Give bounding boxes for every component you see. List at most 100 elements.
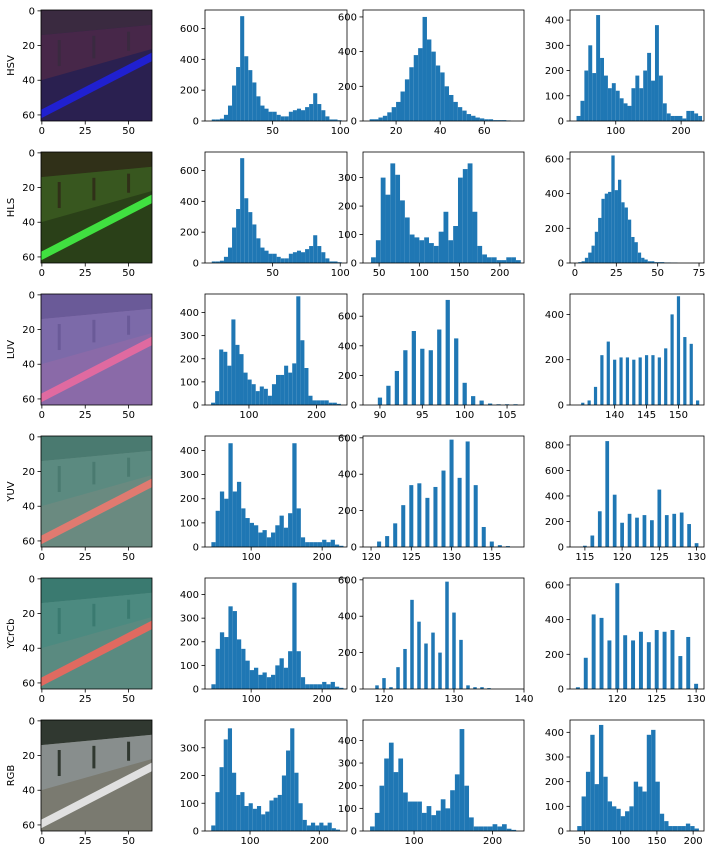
histogram-bar [309,104,314,121]
y-tick-label: 100 [180,799,199,810]
y-axis-label: HLS [6,198,17,217]
histogram-bar [319,822,324,831]
histogram-bar [428,350,433,405]
y-tick-label: 400 [545,491,564,502]
x-tick-label: 50 [122,836,135,847]
histogram-bar [576,115,581,121]
histogram-bar [400,200,405,263]
histogram-bar [292,363,297,405]
histogram-bar [592,73,597,121]
histogram-bar [377,541,382,547]
histogram-bar [332,402,337,405]
histogram-bar [487,826,493,831]
x-tick-label: 50 [266,126,279,137]
histogram-bar [288,651,293,689]
histogram-bar [301,110,306,121]
histogram-bar [619,357,623,405]
y-tick-label: 0 [193,401,199,412]
x-tick-label: 130 [687,552,706,563]
histogram-bar [496,260,502,263]
histogram-bar [284,258,289,263]
histogram-bar [280,374,285,405]
histogram-bar [247,379,252,405]
y-tick-label: 60 [22,536,35,547]
histogram-bar [601,198,605,263]
histogram-bar [326,684,331,689]
x-tick-label: 150 [647,836,666,847]
histogram-bar [330,681,335,689]
y-tick-label: 0 [193,117,199,128]
histogram-bar [403,350,408,405]
histogram-bar [605,441,610,547]
histogram-bar [375,685,379,689]
x-tick-label: 100 [606,126,625,137]
histogram-bar [641,257,645,263]
histogram-bar [271,532,276,547]
histogram-bar [435,65,441,121]
x-tick-label: 200 [307,410,326,421]
histogram-bar [296,250,302,263]
histogram-bar [308,395,313,405]
histogram-bar [236,794,241,831]
histogram-bar [211,402,216,405]
histogram-bar [489,541,494,547]
y-tick-label: 300 [338,759,357,770]
histogram-bar [650,520,654,547]
histogram-bar [223,351,228,405]
histogram-bar [473,485,478,547]
histogram-bar [594,784,599,831]
y-tick-label: 300 [545,753,564,764]
histogram-bar [465,441,470,547]
axes-frame [204,435,348,548]
histogram-bar [638,631,643,689]
histogram-bar [317,684,323,689]
histogram-bar [686,110,691,121]
y-tick-label: 60 [22,820,35,831]
histogram-bar [611,155,615,263]
histogram-bar [632,359,636,405]
histogram-bar [259,386,264,405]
histogram-bar [375,240,381,263]
histogram-bar [478,826,484,831]
histogram-bar [394,370,400,405]
x-tick-label: 120 [374,694,393,705]
histogram-bar [384,758,389,831]
histogram-bar [440,799,446,831]
y-tick-label: 100 [180,661,199,672]
histogram-bar [412,801,418,831]
histogram-bar [410,599,414,689]
histogram-bar [600,355,604,405]
histogram-bar [292,582,297,689]
y-tick-label: 400 [545,728,564,739]
histogram-bar [401,505,406,547]
histogram-bar [382,115,388,121]
histogram-bar [380,177,386,263]
x-tick-label: 200 [490,268,509,279]
histogram-bar [386,385,391,405]
histogram-bar [677,826,682,831]
axes-frame [40,435,153,548]
x-tick-label: 40 [434,126,447,137]
x-tick-label: 200 [313,694,332,705]
histogram-bar [417,483,422,547]
histogram-bar [506,257,512,263]
y-tick-label: 200 [180,637,199,648]
histogram-bar [258,674,263,689]
histogram-bar [459,729,465,831]
histogram-bar [396,667,400,689]
image-sky [41,152,152,178]
x-tick-label: 0 [39,836,45,847]
y-tick-label: 400 [180,590,199,601]
histogram-bar [409,67,414,121]
histogram-bar [659,813,665,831]
histogram-bar [211,261,216,263]
histogram-bar [292,443,297,547]
x-tick-label: 150 [669,410,688,421]
histogram-bar [629,806,634,831]
histogram-bar [577,826,582,831]
x-tick-label: 100 [410,268,429,279]
histogram-bar [634,242,638,263]
histogram-bar [615,90,620,121]
y-tick-label: 100 [180,518,199,529]
axes-frame [40,293,153,406]
